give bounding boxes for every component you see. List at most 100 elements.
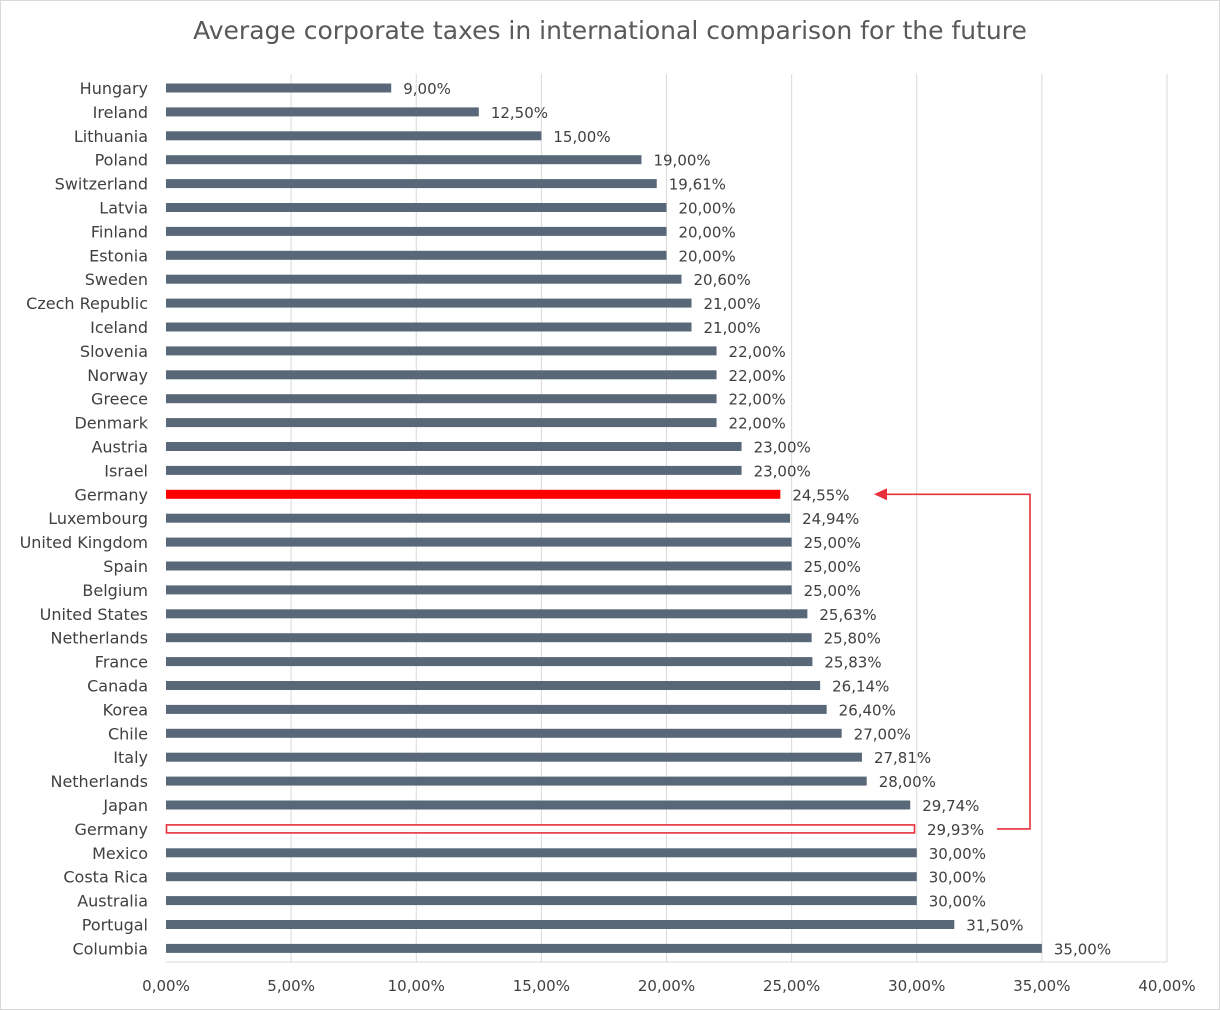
data-label: 28,00%	[879, 773, 936, 791]
data-label: 31,50%	[966, 917, 1023, 935]
x-tick-label: 25,00%	[763, 977, 820, 995]
bar	[166, 107, 479, 117]
bar	[166, 561, 792, 571]
data-label: 30,00%	[929, 845, 986, 863]
category-label: Columbia	[72, 939, 148, 958]
category-label: Finland	[91, 222, 148, 241]
bar	[166, 155, 642, 165]
bar	[166, 513, 791, 523]
category-label: Mexico	[92, 844, 148, 863]
bar	[166, 943, 1042, 953]
bar	[166, 442, 742, 451]
x-tick-label: 15,00%	[513, 977, 570, 995]
category-label: Estonia	[89, 246, 148, 265]
data-label: 23,00%	[754, 439, 811, 457]
bar	[166, 131, 542, 141]
annotation-arrowhead	[874, 488, 887, 501]
bar	[166, 585, 792, 595]
x-tick-label: 30,00%	[888, 977, 945, 995]
x-tick-label: 0,00%	[142, 977, 190, 995]
bar	[166, 848, 917, 858]
category-label: Lithuania	[74, 127, 148, 146]
bar	[166, 250, 667, 260]
data-label: 12,50%	[491, 104, 548, 122]
category-label: Israel	[104, 461, 148, 480]
category-label: Canada	[87, 677, 148, 696]
category-label: Australia	[77, 892, 148, 911]
bar	[166, 322, 692, 332]
bar	[166, 489, 781, 499]
bar	[166, 681, 821, 690]
bar	[166, 776, 867, 786]
bar	[166, 752, 862, 762]
data-label: 25,80%	[824, 630, 881, 648]
bar	[166, 920, 955, 929]
category-label: Iceland	[90, 318, 148, 337]
category-label: Czech Republic	[26, 294, 148, 313]
data-label: 22,00%	[729, 415, 786, 433]
bar	[166, 394, 717, 404]
category-label: Chile	[108, 724, 148, 743]
data-label: 22,00%	[729, 391, 786, 409]
category-label: Portugal	[82, 916, 148, 935]
bar	[166, 370, 717, 380]
category-label: Switzerland	[55, 175, 148, 194]
bar	[166, 896, 917, 906]
data-label: 22,00%	[729, 367, 786, 385]
data-label: 27,81%	[874, 749, 931, 767]
x-tick-label: 40,00%	[1138, 977, 1195, 995]
data-label: 27,00%	[854, 725, 911, 743]
bar	[166, 418, 717, 428]
data-label: 26,40%	[839, 701, 896, 719]
bar	[166, 179, 657, 189]
data-label: 20,00%	[679, 247, 736, 265]
chart-title: Average corporate taxes in international…	[193, 16, 1027, 45]
category-label: Japan	[102, 796, 148, 815]
data-label: 29,74%	[922, 797, 979, 815]
x-tick-label: 5,00%	[267, 977, 315, 995]
data-label: 19,61%	[669, 176, 726, 194]
data-label: 30,00%	[929, 869, 986, 887]
category-label: Korea	[103, 700, 148, 719]
data-label: 22,00%	[729, 343, 786, 361]
category-label: United States	[40, 605, 148, 624]
data-label: 25,00%	[804, 558, 861, 576]
category-label: Germany	[74, 820, 148, 839]
category-label: Sweden	[85, 270, 148, 289]
x-tick-label: 35,00%	[1013, 977, 1070, 995]
category-label: Italy	[113, 748, 148, 767]
bar	[166, 465, 742, 475]
data-label: 25,00%	[804, 582, 861, 600]
category-label: United Kingdom	[20, 533, 148, 552]
bar	[166, 298, 692, 308]
category-label: Latvia	[99, 199, 148, 218]
category-label: Austria	[91, 438, 148, 457]
data-label: 24,94%	[802, 510, 859, 528]
category-label: Netherlands	[50, 629, 148, 648]
bar	[165, 824, 916, 834]
category-label: Luxembourg	[48, 509, 148, 528]
bar	[166, 346, 717, 356]
category-label: Spain	[103, 557, 148, 576]
category-label: Ireland	[93, 103, 148, 122]
category-label: Slovenia	[80, 342, 148, 361]
data-label: 24,55%	[792, 486, 849, 504]
category-label: Hungary	[80, 79, 148, 98]
category-label: Netherlands	[50, 772, 148, 791]
bar	[166, 872, 917, 882]
bar	[166, 728, 842, 738]
x-tick-label: 20,00%	[638, 977, 695, 995]
data-label: 30,00%	[929, 893, 986, 911]
data-label: 25,63%	[819, 606, 876, 624]
category-label: Norway	[87, 366, 148, 385]
data-label: 20,00%	[679, 200, 736, 218]
data-label: 20,60%	[694, 271, 751, 289]
data-label: 26,14%	[832, 678, 889, 696]
category-label: Denmark	[74, 414, 148, 433]
bar	[166, 226, 667, 236]
bar	[166, 83, 392, 93]
x-tick-label: 10,00%	[388, 977, 445, 995]
data-label: 15,00%	[553, 128, 610, 146]
